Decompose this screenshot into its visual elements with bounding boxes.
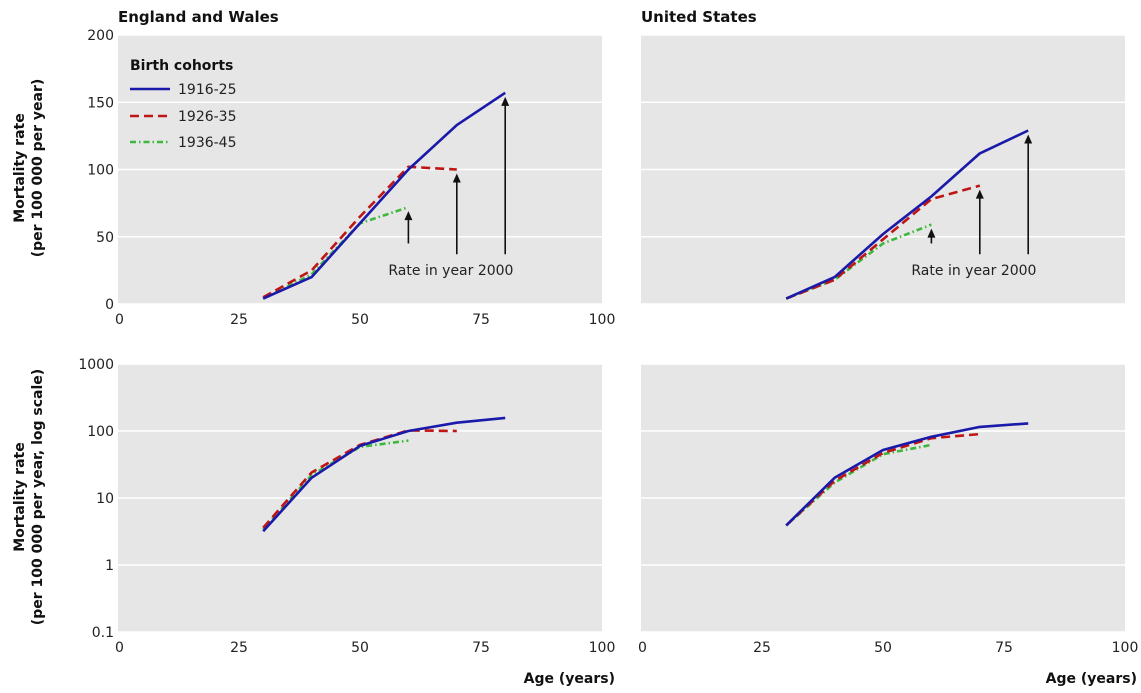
y-tick-label: 0 [105, 297, 114, 313]
x-tick-label: 100 [1112, 640, 1139, 656]
x-tick-label: 50 [874, 640, 892, 656]
y-tick-label: 150 [87, 95, 114, 111]
panel-0: 0 50 100 150 200 0 25 50 75 100 Rate in year 2000 [87, 28, 615, 328]
series-line-1916-25 [785, 129, 1029, 300]
series-line-1916-25 [262, 91, 506, 300]
x-tick-label: 0 [115, 312, 124, 328]
x-tick-label: 50 [351, 312, 369, 328]
x-tick-label: 100 [589, 312, 616, 328]
ylabel-log-line1: Mortality rate [12, 442, 28, 551]
y-tick-label: 0.1 [92, 625, 114, 641]
x-tick-label: 25 [230, 312, 248, 328]
series-line-1916-25 [785, 422, 1029, 527]
x-tick-label: 0 [638, 640, 647, 656]
x-tick-label: 75 [995, 640, 1013, 656]
series-line-1936-45 [262, 439, 409, 531]
x-tick-label: 75 [472, 640, 490, 656]
annotation-arrowhead [404, 211, 413, 221]
annotation-arrowhead [501, 96, 510, 106]
x-tick-label: 75 [472, 312, 490, 328]
series-line-1936-45 [785, 223, 932, 300]
annotation-text: Rate in year 2000 [388, 263, 513, 279]
y-tick-label: 100 [87, 163, 114, 179]
annotation-arrowhead [1024, 134, 1033, 144]
y-tick-label: 1 [105, 558, 114, 574]
panel-title-united-states: United States [641, 8, 757, 26]
panel-1: Rate in year 2000 [641, 34, 1125, 305]
panel-title-england-wales: England and Wales [118, 8, 279, 26]
series-line-1926-35 [785, 432, 980, 527]
x-tick-label: 50 [351, 640, 369, 656]
y-tick-label: 1000 [78, 357, 114, 373]
x-tick-label: 25 [753, 640, 771, 656]
x-tick-label: 100 [589, 640, 616, 656]
annotation-text: Rate in year 2000 [911, 263, 1036, 279]
legend-label-1926-35: 1926-35 [178, 109, 237, 125]
legend-label-1936-45: 1936-45 [178, 135, 237, 151]
y-tick-label: 50 [96, 230, 114, 246]
legend-label-1916-25: 1916-25 [178, 82, 237, 98]
ylabel-linear: Mortality rate (per 100 000 per year) [12, 79, 46, 258]
xlabel-left: Age (years) [524, 671, 615, 687]
annotation-arrowhead [927, 228, 936, 238]
panel-2: 0.1 1 10 100 1000 0 25 50 75 100 [78, 357, 615, 656]
ylabel-linear-line1: Mortality rate [12, 113, 28, 222]
legend: Birth cohorts 1916-25 1926-35 1936-45 [130, 58, 237, 151]
series-line-1926-35 [262, 165, 457, 299]
ylabel-log-line2: (per 100 000 per year, log scale) [30, 369, 46, 625]
x-tick-label: 0 [115, 640, 124, 656]
xlabel-right: Age (years) [1046, 671, 1137, 687]
x-tick-label: 25 [230, 640, 248, 656]
y-tick-label: 200 [87, 28, 114, 44]
series-line-1926-35 [785, 184, 981, 300]
panel-3: 0 25 50 75 100 [638, 363, 1139, 656]
y-tick-label: 10 [96, 491, 114, 507]
legend-title: Birth cohorts [130, 58, 233, 74]
y-tick-label: 100 [87, 424, 114, 440]
annotation-arrowhead [452, 173, 461, 183]
ylabel-linear-line2: (per 100 000 per year) [30, 79, 46, 258]
ylabel-log: Mortality rate (per 100 000 per year, lo… [12, 369, 46, 625]
annotation-arrowhead [975, 189, 984, 199]
series-line-1916-25 [262, 416, 506, 533]
